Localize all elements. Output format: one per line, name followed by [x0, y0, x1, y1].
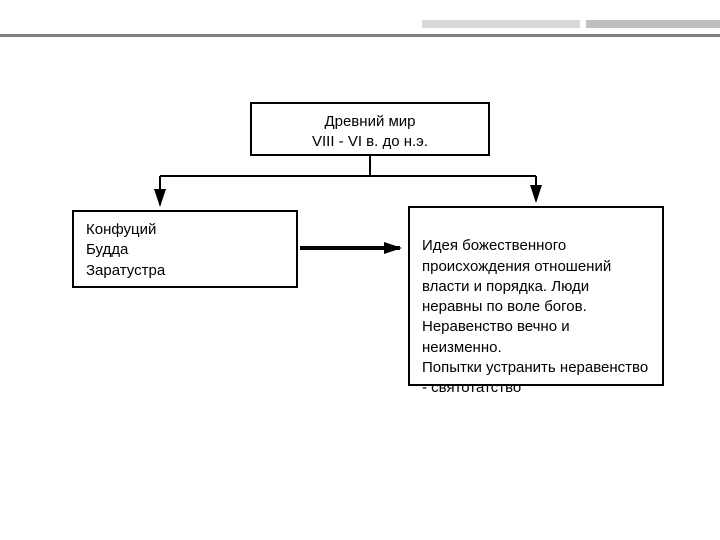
- node-left-line2: Будда: [86, 240, 284, 260]
- node-left-line3: Заратустра: [86, 261, 284, 281]
- node-left: Конфуций Будда Заратустра: [72, 210, 298, 288]
- node-top-line2: VIII - VI в. до н.э.: [264, 132, 476, 152]
- node-top-line1: Древний мир: [264, 112, 476, 132]
- node-right: Идея божественного происхождения отношен…: [408, 206, 664, 386]
- node-left-line1: Конфуций: [86, 220, 284, 240]
- header-bars: [0, 0, 720, 60]
- bar-underline: [0, 34, 720, 37]
- node-right-text: Идея божественного происхождения отношен…: [422, 237, 648, 396]
- node-top: Древний мир VIII - VI в. до н.э.: [250, 102, 490, 156]
- bar-dark: [586, 20, 720, 28]
- edge-tree: [160, 156, 536, 205]
- bar-light: [422, 20, 580, 28]
